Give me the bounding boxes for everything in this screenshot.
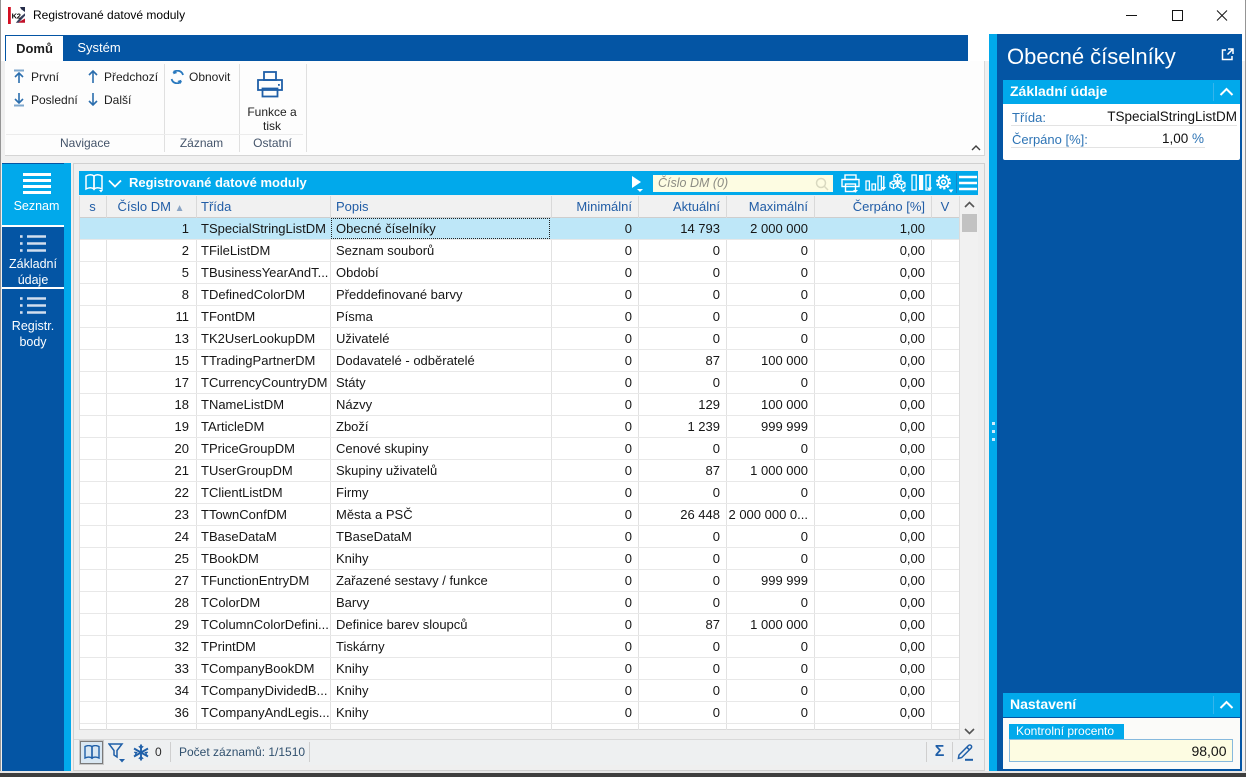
svg-text:K2: K2 <box>12 11 21 20</box>
